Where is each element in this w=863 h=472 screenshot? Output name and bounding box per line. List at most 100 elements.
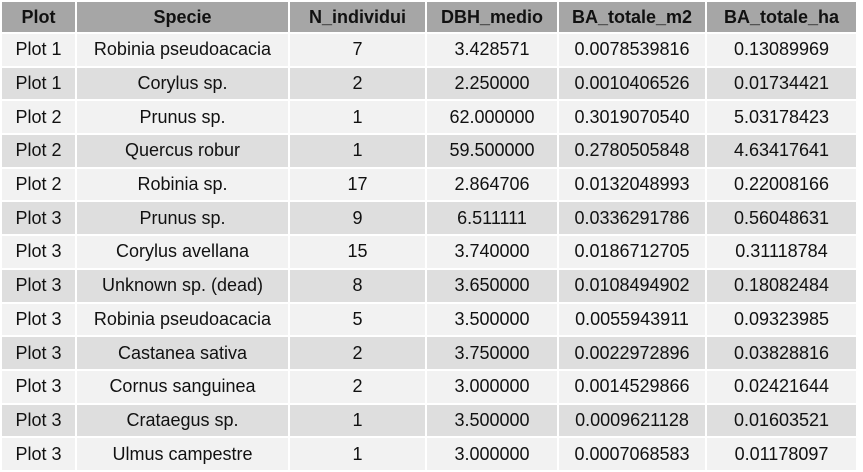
ba-totale-m2-cell: 0.2780505848 [559, 135, 705, 167]
specie-cell: Corylus avellana [77, 236, 288, 268]
column-header-specie: Specie [77, 2, 288, 32]
specie-cell: Unknown sp. (dead) [77, 269, 288, 302]
n-individui-cell: 9 [290, 202, 425, 235]
plot-cell: Plot 3 [2, 370, 75, 403]
ba-totale-ha-cell: 0.03828816 [707, 337, 856, 369]
specie-cell: Robinia pseudoacacia [77, 303, 288, 336]
n-individui-cell: 1 [290, 101, 425, 134]
specie-cell: Prunus sp. [77, 202, 288, 235]
table-row: Plot 3 Crataegus sp. 1 3.500000 0.0009621128… [2, 404, 856, 437]
specie-cell: Corylus sp. [77, 67, 288, 100]
ba-totale-m2-cell: 0.0022972896 [559, 337, 705, 369]
ba-totale-ha-cell: 0.01178097 [707, 438, 856, 470]
dbh-medio-cell: 3.500000 [427, 303, 557, 336]
plot-cell: Plot 3 [2, 303, 75, 336]
dbh-medio-cell: 3.428571 [427, 34, 557, 66]
dbh-medio-cell: 2.864706 [427, 168, 557, 201]
n-individui-cell: 2 [290, 370, 425, 403]
plot-cell: Plot 2 [2, 135, 75, 167]
table-row: Plot 3 Cornus sanguinea 2 3.000000 0.0014529… [2, 370, 856, 403]
plot-cell: Plot 3 [2, 236, 75, 268]
dbh-medio-cell: 3.500000 [427, 404, 557, 437]
ba-totale-ha-cell: 0.09323985 [707, 303, 856, 336]
plot-cell: Plot 1 [2, 67, 75, 100]
table-body: Plot 1 Robinia pseudoacacia 7 3.428571 0.007… [2, 34, 856, 470]
dbh-medio-cell: 2.250000 [427, 67, 557, 100]
ba-totale-ha-cell: 0.18082484 [707, 269, 856, 302]
specie-cell: Cornus sanguinea [77, 370, 288, 403]
table-row: Plot 3 Ulmus campestre 1 3.000000 0.00070685… [2, 438, 856, 470]
plot-cell: Plot 3 [2, 202, 75, 235]
ba-totale-m2-cell: 0.0336291786 [559, 202, 705, 235]
n-individui-cell: 15 [290, 236, 425, 268]
specie-cell: Quercus robur [77, 135, 288, 167]
n-individui-cell: 8 [290, 269, 425, 302]
n-individui-cell: 7 [290, 34, 425, 66]
table-row: Plot 3 Prunus sp. 9 6.511111 0.0336291786 0.5… [2, 202, 856, 235]
ba-totale-m2-cell: 0.0078539816 [559, 34, 705, 66]
n-individui-cell: 5 [290, 303, 425, 336]
dbh-medio-cell: 3.750000 [427, 337, 557, 369]
ba-totale-m2-cell: 0.0007068583 [559, 438, 705, 470]
n-individui-cell: 1 [290, 135, 425, 167]
dbh-medio-cell: 3.000000 [427, 370, 557, 403]
dbh-medio-cell: 3.650000 [427, 269, 557, 302]
column-header-ba-totale-m2: BA_totale_m2 [559, 2, 705, 32]
n-individui-cell: 1 [290, 404, 425, 437]
header-row: Plot Specie N_individui DBH_medio BA_tot… [2, 2, 856, 32]
ba-totale-ha-cell: 0.01734421 [707, 67, 856, 100]
ba-totale-m2-cell: 0.0108494902 [559, 269, 705, 302]
n-individui-cell: 2 [290, 337, 425, 369]
ba-totale-ha-cell: 0.56048631 [707, 202, 856, 235]
table-row: Plot 2 Robinia sp. 17 2.864706 0.0132048993 0… [2, 168, 856, 201]
ba-totale-m2-cell: 0.0009621128 [559, 404, 705, 437]
ba-totale-m2-cell: 0.0014529866 [559, 370, 705, 403]
ba-totale-m2-cell: 0.0186712705 [559, 236, 705, 268]
n-individui-cell: 2 [290, 67, 425, 100]
table-row: Plot 2 Quercus robur 1 59.500000 0.278050584… [2, 135, 856, 167]
specie-cell: Crataegus sp. [77, 404, 288, 437]
ba-totale-ha-cell: 5.03178423 [707, 101, 856, 134]
ba-totale-m2-cell: 0.0132048993 [559, 168, 705, 201]
ba-totale-m2-cell: 0.3019070540 [559, 101, 705, 134]
ba-totale-ha-cell: 0.13089969 [707, 34, 856, 66]
dbh-medio-cell: 62.000000 [427, 101, 557, 134]
dbh-medio-cell: 3.740000 [427, 236, 557, 268]
plot-cell: Plot 2 [2, 168, 75, 201]
ba-totale-m2-cell: 0.0055943911 [559, 303, 705, 336]
plot-cell: Plot 2 [2, 101, 75, 134]
ba-totale-ha-cell: 0.31118784 [707, 236, 856, 268]
table-row: Plot 2 Prunus sp. 1 62.000000 0.3019070540 5.… [2, 101, 856, 134]
ba-totale-ha-cell: 0.02421644 [707, 370, 856, 403]
plot-cell: Plot 1 [2, 34, 75, 66]
table-row: Plot 3 Robinia pseudoacacia 5 3.500000 0.005… [2, 303, 856, 336]
plot-cell: Plot 3 [2, 269, 75, 302]
plot-cell: Plot 3 [2, 404, 75, 437]
specie-cell: Robinia sp. [77, 168, 288, 201]
specie-cell: Prunus sp. [77, 101, 288, 134]
column-header-ba-totale-ha: BA_totale_ha [707, 2, 856, 32]
ba-totale-ha-cell: 0.01603521 [707, 404, 856, 437]
ba-totale-ha-cell: 4.63417641 [707, 135, 856, 167]
plot-cell: Plot 3 [2, 438, 75, 470]
table-row: Plot 3 Castanea sativa 2 3.750000 0.00229728… [2, 337, 856, 369]
specie-cell: Ulmus campestre [77, 438, 288, 470]
table-row: Plot 3 Corylus avellana 15 3.740000 0.018671… [2, 236, 856, 268]
ba-totale-m2-cell: 0.0010406526 [559, 67, 705, 100]
specie-cell: Castanea sativa [77, 337, 288, 369]
dbh-medio-cell: 59.500000 [427, 135, 557, 167]
column-header-plot: Plot [2, 2, 75, 32]
n-individui-cell: 1 [290, 438, 425, 470]
table-row: Plot 3 Unknown sp. (dead) 8 3.650000 0.01084… [2, 269, 856, 302]
specie-cell: Robinia pseudoacacia [77, 34, 288, 66]
n-individui-cell: 17 [290, 168, 425, 201]
dbh-medio-cell: 6.511111 [427, 202, 557, 235]
plot-cell: Plot 3 [2, 337, 75, 369]
column-header-n-individui: N_individui [290, 2, 425, 32]
ba-totale-ha-cell: 0.22008166 [707, 168, 856, 201]
dbh-medio-cell: 3.000000 [427, 438, 557, 470]
table-row: Plot 1 Robinia pseudoacacia 7 3.428571 0.007… [2, 34, 856, 66]
table-row: Plot 1 Corylus sp. 2 2.250000 0.0010406526 0.… [2, 67, 856, 100]
column-header-dbh-medio: DBH_medio [427, 2, 557, 32]
